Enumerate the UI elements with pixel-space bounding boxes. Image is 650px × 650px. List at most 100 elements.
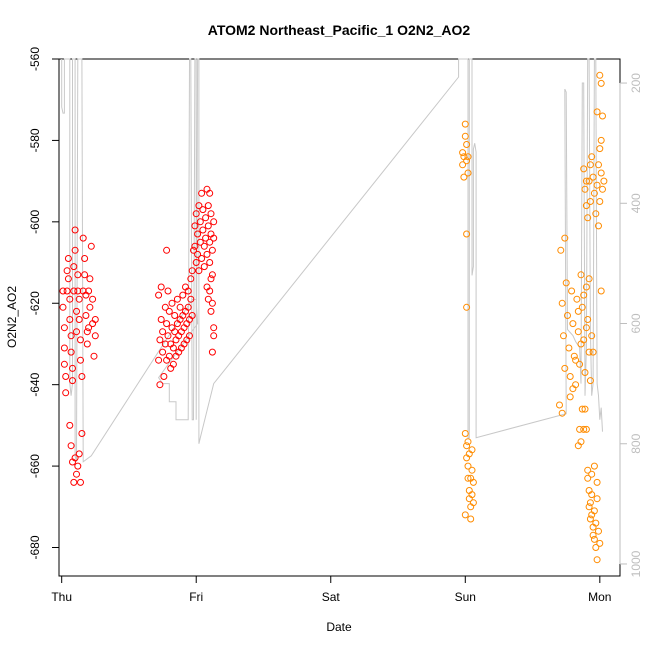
data-point bbox=[556, 401, 563, 409]
data-point bbox=[468, 466, 476, 474]
data-point bbox=[86, 275, 94, 283]
data-point bbox=[464, 438, 472, 446]
data-point bbox=[169, 344, 177, 352]
data-point bbox=[198, 255, 206, 262]
data-point bbox=[67, 348, 75, 356]
data-point bbox=[73, 328, 80, 336]
x-tick-label: Sun bbox=[455, 590, 476, 604]
data-point bbox=[67, 442, 75, 450]
data-point bbox=[71, 454, 79, 462]
data-point bbox=[74, 462, 82, 470]
data-point bbox=[459, 161, 467, 169]
data-point bbox=[206, 238, 214, 246]
data-point bbox=[164, 332, 172, 340]
data-point bbox=[192, 210, 200, 218]
data-point bbox=[85, 324, 93, 332]
data-point bbox=[463, 230, 471, 238]
data-point bbox=[168, 299, 176, 307]
data-point bbox=[208, 271, 216, 279]
data-point bbox=[560, 332, 567, 340]
data-point bbox=[204, 295, 212, 303]
data-point bbox=[599, 185, 606, 193]
x-tick-label: Fri bbox=[189, 590, 203, 604]
data-point bbox=[580, 165, 588, 173]
data-point bbox=[188, 267, 196, 275]
data-point bbox=[73, 470, 80, 478]
data-point bbox=[585, 275, 593, 283]
data-point bbox=[586, 161, 594, 169]
data-point bbox=[589, 348, 597, 356]
data-point bbox=[574, 328, 582, 336]
data-point bbox=[179, 291, 187, 299]
data-point bbox=[79, 234, 87, 242]
x-axis: Thu Fri Sat Sun Mon bbox=[51, 575, 611, 604]
data-point bbox=[582, 202, 590, 210]
data-point bbox=[573, 295, 581, 303]
data-point bbox=[70, 263, 78, 271]
x-tick-label: Mon bbox=[588, 590, 611, 604]
data-point bbox=[195, 267, 203, 275]
data-point bbox=[596, 198, 604, 205]
data-point bbox=[593, 181, 601, 189]
data-point bbox=[176, 303, 184, 311]
data-point bbox=[599, 112, 606, 120]
data-point bbox=[576, 425, 584, 433]
data-point bbox=[206, 189, 214, 197]
y2-tick-label: 600 bbox=[629, 313, 643, 333]
data-point bbox=[157, 283, 165, 291]
secondary-y-axis: 200 400 600 800 1000 bbox=[619, 73, 643, 577]
data-point bbox=[75, 316, 83, 323]
data-point bbox=[596, 145, 604, 153]
data-point bbox=[155, 356, 163, 364]
data-point bbox=[184, 303, 192, 311]
y2-tick-label: 400 bbox=[629, 193, 643, 213]
data-point bbox=[195, 202, 203, 210]
data-point bbox=[558, 409, 566, 417]
data-point bbox=[89, 295, 97, 303]
data-point bbox=[82, 312, 90, 319]
data-point bbox=[577, 340, 585, 348]
y-tick-label: -660 bbox=[28, 454, 42, 478]
data-point bbox=[588, 470, 596, 478]
data-point bbox=[581, 405, 589, 413]
data-point bbox=[581, 369, 589, 376]
data-point bbox=[469, 499, 477, 507]
data-point bbox=[590, 535, 598, 543]
data-point bbox=[585, 177, 593, 185]
y2-tick-label: 200 bbox=[629, 73, 643, 93]
data-point bbox=[59, 287, 67, 295]
data-point bbox=[74, 271, 82, 279]
x-tick-label: Thu bbox=[51, 590, 72, 604]
data-point bbox=[464, 462, 472, 470]
data-point bbox=[576, 360, 584, 368]
data-point bbox=[207, 307, 215, 315]
data-point bbox=[585, 348, 593, 356]
data-point bbox=[600, 177, 608, 185]
data-point bbox=[165, 307, 173, 315]
data-point bbox=[91, 316, 99, 323]
altitude-line bbox=[61, 58, 603, 463]
data-point bbox=[595, 527, 602, 535]
data-point bbox=[60, 324, 68, 332]
altitude-series bbox=[61, 58, 603, 463]
data-point bbox=[75, 295, 83, 303]
data-point bbox=[192, 259, 200, 266]
data-point bbox=[581, 185, 589, 193]
data-point bbox=[584, 316, 592, 323]
data-point bbox=[593, 108, 601, 116]
data-point bbox=[464, 153, 472, 161]
data-point bbox=[582, 283, 590, 291]
data-point bbox=[592, 544, 600, 551]
data-point bbox=[582, 425, 590, 433]
data-point bbox=[588, 153, 596, 161]
data-point bbox=[163, 246, 171, 254]
data-point bbox=[464, 169, 472, 177]
data-point bbox=[584, 214, 592, 222]
data-point bbox=[564, 312, 571, 319]
data-point bbox=[568, 287, 576, 295]
data-point bbox=[463, 157, 471, 165]
data-point bbox=[566, 373, 574, 380]
data-point bbox=[210, 324, 218, 332]
data-point bbox=[200, 263, 208, 271]
data-point bbox=[558, 299, 566, 307]
